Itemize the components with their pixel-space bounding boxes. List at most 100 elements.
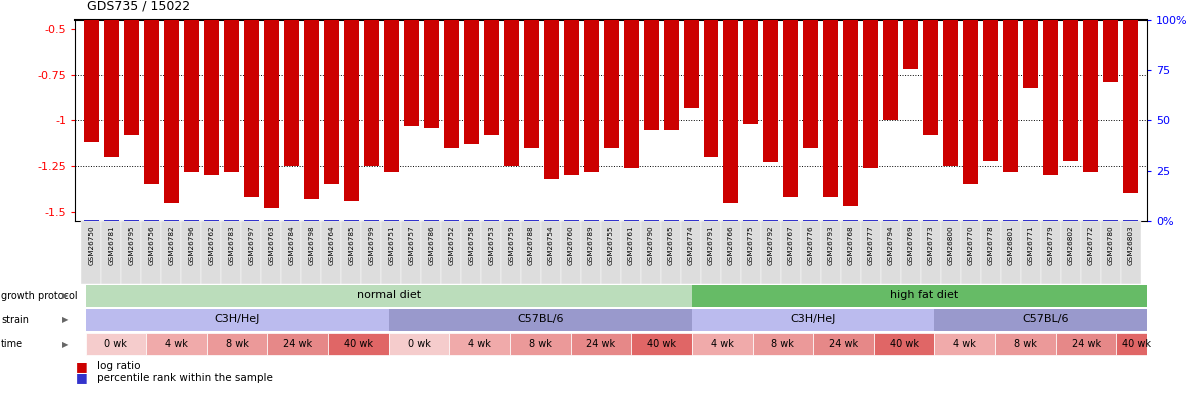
Text: ▶: ▶: [62, 315, 68, 324]
Text: GSM26754: GSM26754: [548, 226, 554, 265]
Text: 40 wk: 40 wk: [344, 339, 373, 349]
Text: GSM26766: GSM26766: [728, 226, 734, 265]
Bar: [444, 220, 458, 221]
Bar: [764, 220, 778, 221]
Text: growth protocol: growth protocol: [1, 291, 78, 301]
Text: C3H/HeJ: C3H/HeJ: [790, 314, 836, 324]
Bar: [104, 0, 119, 157]
Bar: [1023, 0, 1038, 88]
Bar: [85, 285, 692, 307]
Bar: [461, 221, 481, 284]
Text: GSM26783: GSM26783: [229, 226, 235, 265]
Text: C57BL/6: C57BL/6: [1022, 314, 1069, 324]
Text: GSM26792: GSM26792: [768, 226, 774, 265]
Bar: [102, 221, 121, 284]
Bar: [681, 221, 701, 284]
Text: GSM26780: GSM26780: [1107, 226, 1113, 265]
Text: 24 wk: 24 wk: [587, 339, 615, 349]
Text: GSM26795: GSM26795: [128, 226, 134, 265]
Text: percentile rank within the sample: percentile rank within the sample: [97, 373, 273, 383]
Bar: [244, 0, 259, 197]
Text: GSM26778: GSM26778: [988, 226, 994, 265]
Bar: [323, 220, 339, 221]
Bar: [883, 220, 899, 221]
Bar: [302, 221, 321, 284]
Bar: [824, 220, 838, 221]
Bar: [521, 221, 541, 284]
Text: GSM26773: GSM26773: [928, 226, 934, 265]
Bar: [541, 221, 561, 284]
Text: 8 wk: 8 wk: [226, 339, 249, 349]
Bar: [444, 0, 458, 148]
Bar: [692, 285, 1156, 307]
Bar: [164, 220, 178, 221]
Bar: [1021, 221, 1041, 284]
Bar: [123, 220, 139, 221]
Text: ■: ■: [75, 371, 87, 384]
Bar: [481, 221, 502, 284]
Bar: [663, 0, 679, 130]
Text: C3H/HeJ: C3H/HeJ: [214, 314, 260, 324]
Bar: [121, 221, 141, 284]
Bar: [81, 221, 102, 284]
Bar: [364, 220, 378, 221]
Bar: [1001, 221, 1021, 284]
Bar: [85, 309, 389, 331]
Text: GSM26788: GSM26788: [528, 226, 534, 265]
Bar: [184, 220, 199, 221]
Bar: [961, 221, 980, 284]
Bar: [304, 0, 318, 199]
Bar: [1083, 220, 1099, 221]
Text: GSM26767: GSM26767: [788, 226, 794, 265]
Bar: [741, 221, 761, 284]
Text: GSM26771: GSM26771: [1028, 226, 1034, 265]
Text: GSM26756: GSM26756: [148, 226, 154, 265]
Text: GSM26759: GSM26759: [509, 226, 515, 265]
Bar: [1120, 221, 1141, 284]
Bar: [721, 221, 741, 284]
Bar: [983, 0, 998, 160]
Bar: [723, 220, 739, 221]
Bar: [764, 0, 778, 162]
Bar: [692, 309, 935, 331]
Bar: [1003, 220, 1019, 221]
Bar: [801, 221, 821, 284]
Text: GSM26774: GSM26774: [688, 226, 694, 265]
Bar: [144, 0, 159, 184]
Text: 0 wk: 0 wk: [408, 339, 431, 349]
Text: GSM26769: GSM26769: [907, 226, 913, 265]
Bar: [723, 0, 739, 202]
Text: GSM26753: GSM26753: [488, 226, 494, 265]
Bar: [581, 221, 601, 284]
Bar: [564, 0, 578, 175]
Bar: [164, 0, 178, 202]
Bar: [321, 221, 341, 284]
Bar: [523, 220, 539, 221]
Bar: [543, 0, 559, 179]
Bar: [523, 0, 539, 148]
Text: GSM26798: GSM26798: [309, 226, 315, 265]
Text: 40 wk: 40 wk: [889, 339, 918, 349]
Bar: [85, 333, 146, 355]
Text: GSM26751: GSM26751: [388, 226, 394, 265]
Bar: [753, 333, 813, 355]
Bar: [881, 221, 901, 284]
Bar: [1044, 0, 1058, 175]
Bar: [983, 220, 998, 221]
Bar: [943, 0, 959, 166]
Bar: [344, 220, 359, 221]
Text: GSM26765: GSM26765: [668, 226, 674, 265]
Text: strain: strain: [1, 315, 29, 325]
Bar: [263, 0, 279, 208]
Bar: [923, 0, 938, 135]
Bar: [484, 220, 499, 221]
Bar: [844, 0, 858, 206]
Text: GSM26781: GSM26781: [109, 226, 115, 265]
Text: GSM26801: GSM26801: [1008, 226, 1014, 265]
Bar: [923, 220, 938, 221]
Text: GSM26791: GSM26791: [707, 226, 713, 265]
Text: GSM26786: GSM26786: [429, 226, 435, 265]
Text: GSM26752: GSM26752: [448, 226, 454, 265]
Bar: [631, 333, 692, 355]
Text: GSM26764: GSM26764: [328, 226, 334, 265]
